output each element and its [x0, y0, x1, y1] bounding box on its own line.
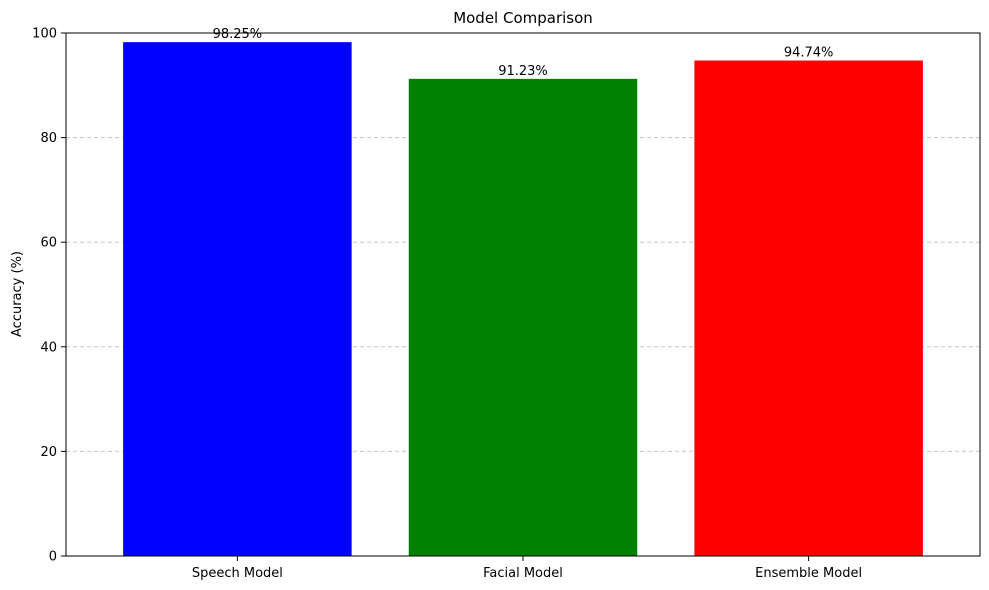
bar-speech-model — [123, 42, 352, 556]
data-labels: 98.25% 91.23% 94.74% — [213, 27, 834, 79]
y-tick-label: 60 — [40, 236, 57, 251]
x-tick-label: Facial Model — [483, 566, 563, 581]
y-tick-label: 20 — [40, 445, 57, 460]
bars — [123, 42, 923, 557]
y-tick-label: 100 — [32, 27, 57, 42]
data-label: 98.25% — [213, 27, 263, 42]
x-tick-label: Ensemble Model — [755, 566, 862, 581]
data-label: 94.74% — [784, 46, 834, 61]
chart-title: Model Comparison — [453, 9, 593, 27]
data-label: 91.23% — [498, 64, 548, 79]
y-tick-label: 0 — [49, 550, 57, 565]
bar-ensemble-model — [694, 60, 923, 557]
bar-facial-model — [408, 78, 638, 557]
y-tick-label: 40 — [40, 340, 57, 355]
plot-frame — [65, 32, 981, 557]
axis-ticks: 0 20 40 60 80 100 Speech Model Facial Model Ense… — [32, 27, 862, 582]
x-tick-label: Speech Model — [192, 566, 283, 581]
y-tick-label: 80 — [40, 131, 57, 146]
y-axis-label: Accuracy (%) — [10, 251, 25, 337]
